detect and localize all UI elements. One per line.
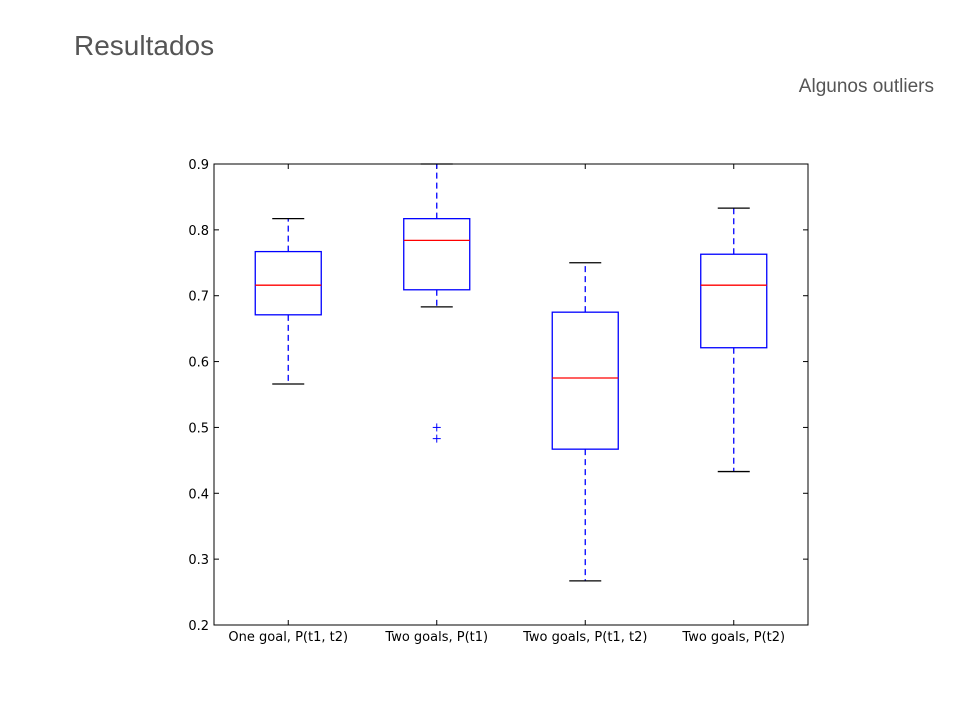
y-tick-label: 0.6 xyxy=(188,356,209,371)
box-iqr xyxy=(254,250,322,316)
y-tick-label: 0.7 xyxy=(188,290,209,305)
box-iqr xyxy=(403,218,471,291)
y-tick-label: 0.2 xyxy=(188,619,209,634)
y-tick-label: 0.8 xyxy=(188,224,209,239)
x-category-label: Two goals, P(t1, t2) xyxy=(522,630,647,645)
y-tick-label: 0.5 xyxy=(188,421,209,436)
box-iqr xyxy=(700,253,768,349)
y-tick-label: 0.9 xyxy=(188,158,209,173)
slide-title: Resultados xyxy=(74,30,215,61)
y-tick-label: 0.3 xyxy=(188,553,209,568)
plot-frame xyxy=(213,163,809,626)
box-iqr xyxy=(551,311,619,450)
y-tick-label: 0.4 xyxy=(188,487,209,502)
x-category-label: Two goals, P(t1) xyxy=(384,630,488,645)
x-category-label: Two goals, P(t2) xyxy=(681,630,785,645)
x-category-label: One goal, P(t1, t2) xyxy=(228,630,348,645)
slide-subtitle: Algunos outliers xyxy=(798,76,934,97)
